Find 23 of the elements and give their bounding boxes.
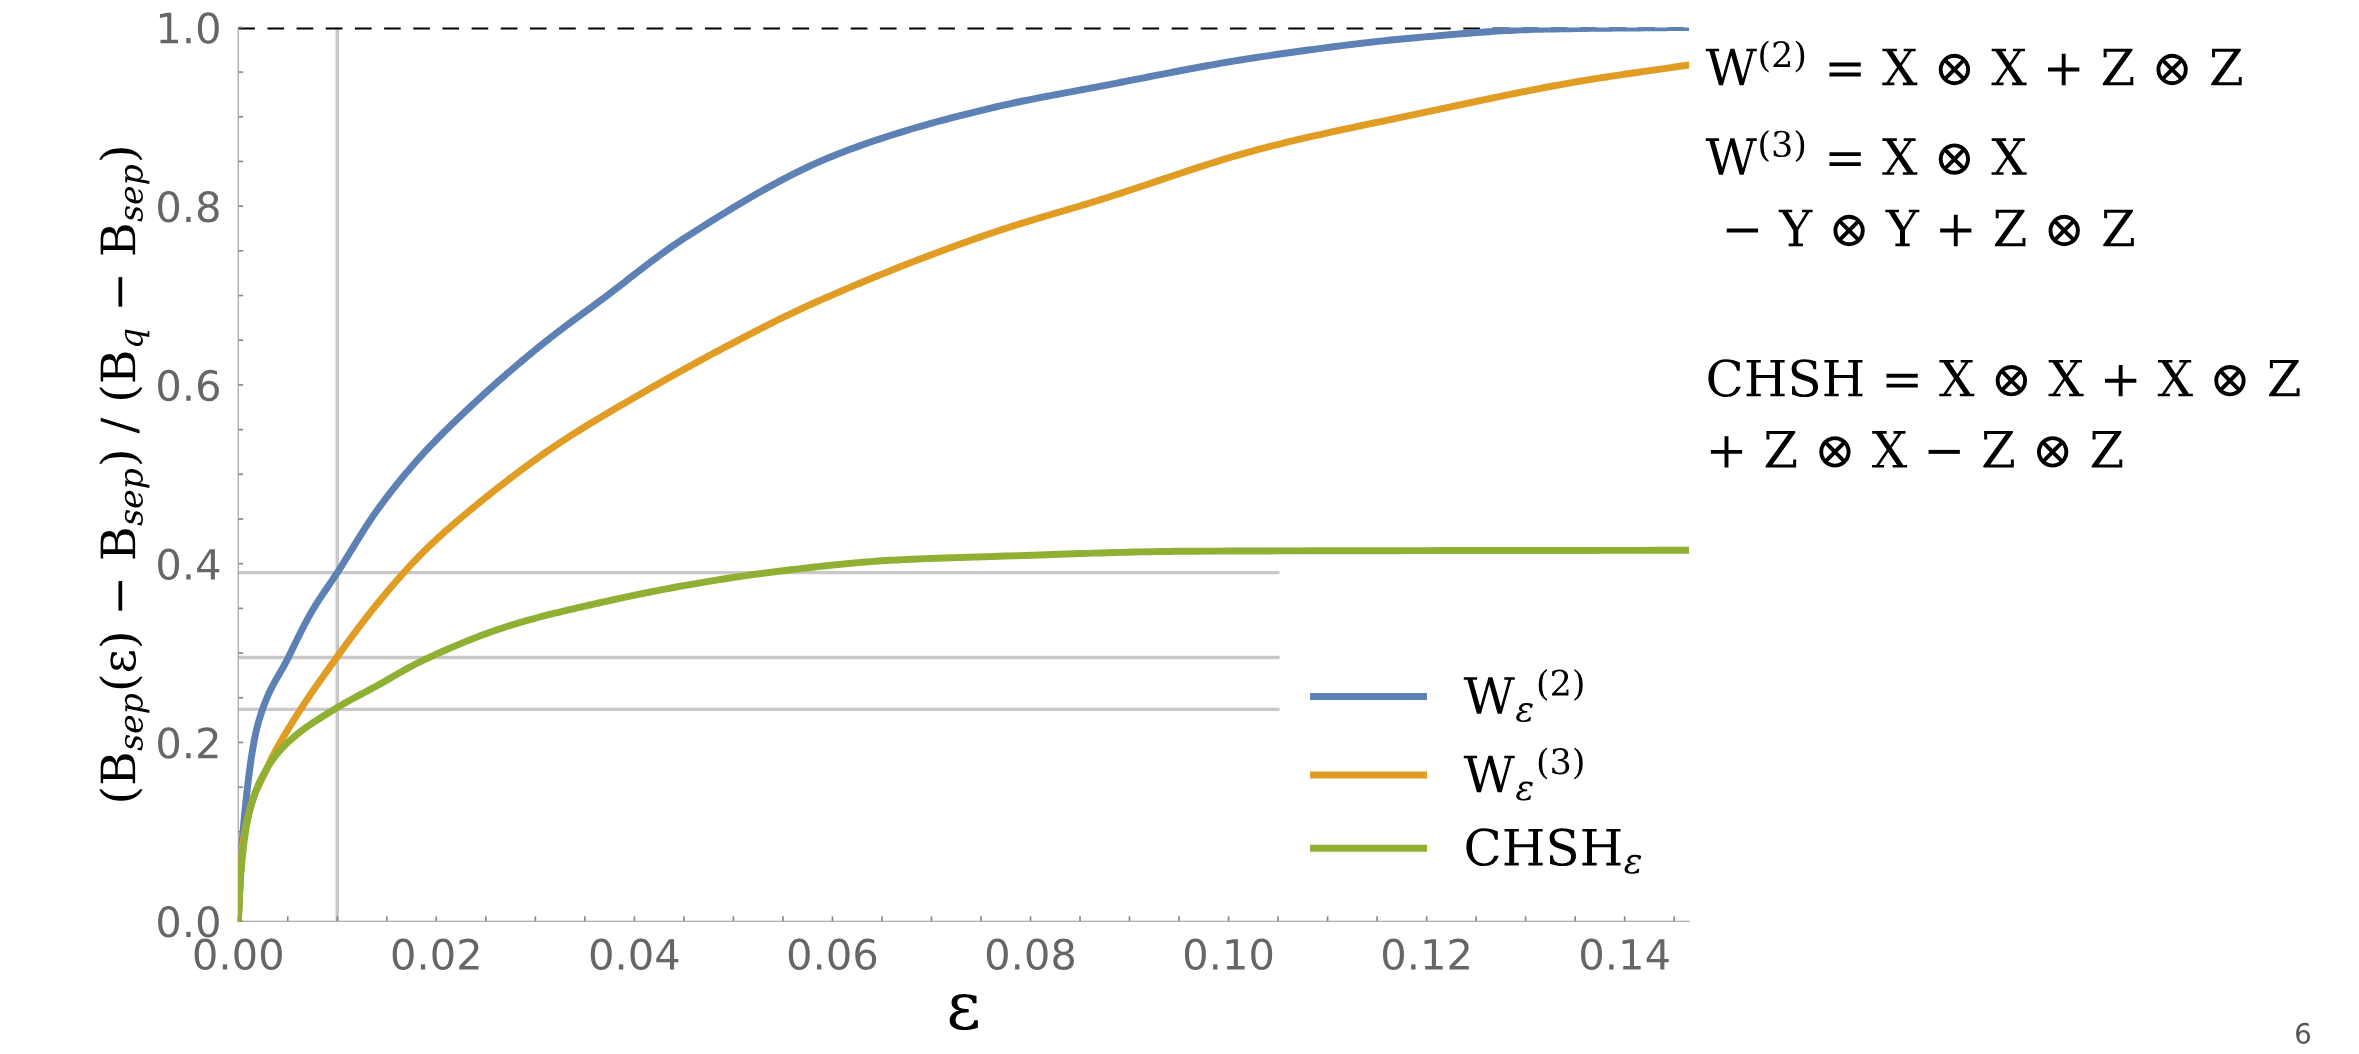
x-tick-label: 0.02 bbox=[392, 938, 479, 971]
y-tick-label: 0.4 bbox=[158, 548, 220, 581]
x-tick-label: 0.08 bbox=[986, 938, 1075, 971]
y-tick-label: 0.6 bbox=[158, 369, 219, 402]
legend-label: W$_{ε}$$^{(2)}$ bbox=[1463, 668, 1583, 723]
x-tick-label: 0.00 bbox=[194, 938, 282, 971]
text: (B$_{sep}$(ε) − B$_{sep}$) / (B$_{q}$ − B$_{sep}$) bbox=[99, 148, 150, 801]
y-tick-label: 0.8 bbox=[158, 191, 219, 223]
x-tick-label: 0.12 bbox=[1382, 938, 1469, 971]
y-tick-label: 1.0 bbox=[159, 12, 219, 44]
y-tick-label: 0.2 bbox=[158, 727, 218, 759]
x-tick-label: 0.06 bbox=[788, 938, 877, 971]
text: W$^{(3)}$ = X ⊗ X − Y ⊗ Y + Z ⊗ Z bbox=[1705, 130, 2134, 247]
y-tick-label: 0.0 bbox=[158, 906, 219, 938]
text: 6 bbox=[2296, 1022, 2311, 1044]
x-axis-title: ε bbox=[949, 993, 978, 1031]
text: W$^{(2)}$ = X ⊗ X + Z ⊗ Z bbox=[1705, 40, 2242, 86]
legend-label: W$_{ε}$$^{(3)}$ bbox=[1463, 747, 1583, 801]
x-tick-label: 0.14 bbox=[1581, 938, 1669, 971]
text: CHSH = X ⊗ X + X ⊗ Z + Z ⊗ X − Z ⊗ Z bbox=[1708, 359, 2300, 468]
x-tick-label: 0.10 bbox=[1184, 938, 1273, 971]
x-tick-label: 0.04 bbox=[590, 938, 679, 971]
legend-label: CHSH$_{ε}$ bbox=[1466, 828, 1642, 874]
